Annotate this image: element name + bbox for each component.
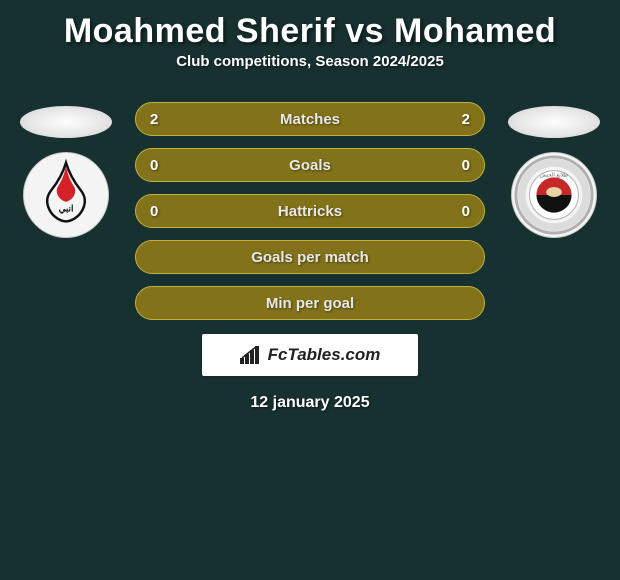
subtitle: Club competitions, Season 2024/2025	[0, 53, 620, 86]
stat-label: Matches	[190, 111, 430, 128]
player-silhouette-left	[20, 106, 112, 138]
svg-text:انبي: انبي	[59, 204, 74, 215]
page-title: Moahmed Sherif vs Mohamed	[0, 0, 620, 53]
stat-right-value: 0	[430, 157, 470, 174]
stat-label: Goals	[190, 157, 430, 174]
stat-right-value: 0	[430, 203, 470, 220]
right-club-badge: طلائع الجيش	[511, 152, 597, 238]
right-player-column: طلائع الجيش	[499, 86, 609, 238]
comparison-row: انبي 2 Matches 2 0 Goals 0 0 Hattricks 0…	[0, 86, 620, 320]
brand-badge: FcTables.com	[202, 334, 418, 376]
stat-right-value: 2	[430, 111, 470, 128]
stat-row-matches: 2 Matches 2	[135, 102, 485, 136]
left-club-icon: انبي	[24, 152, 108, 238]
stat-left-value: 0	[150, 203, 190, 220]
right-club-icon: طلائع الجيش	[512, 152, 596, 238]
stat-label: Goals per match	[190, 249, 430, 266]
stats-column: 2 Matches 2 0 Goals 0 0 Hattricks 0 Goal…	[135, 86, 485, 320]
stat-label: Min per goal	[190, 295, 430, 312]
stat-row-hattricks: 0 Hattricks 0	[135, 194, 485, 228]
stat-row-min-per-goal: Min per goal	[135, 286, 485, 320]
left-club-badge: انبي	[23, 152, 109, 238]
brand-text: FcTables.com	[268, 345, 381, 365]
player-silhouette-right	[508, 106, 600, 138]
left-player-column: انبي	[11, 86, 121, 238]
stat-row-goals: 0 Goals 0	[135, 148, 485, 182]
svg-text:طلائع الجيش: طلائع الجيش	[540, 172, 568, 178]
chart-icon	[240, 346, 262, 364]
stat-row-goals-per-match: Goals per match	[135, 240, 485, 274]
stat-left-value: 2	[150, 111, 190, 128]
date-text: 12 january 2025	[0, 394, 620, 412]
stat-left-value: 0	[150, 157, 190, 174]
stat-label: Hattricks	[190, 203, 430, 220]
